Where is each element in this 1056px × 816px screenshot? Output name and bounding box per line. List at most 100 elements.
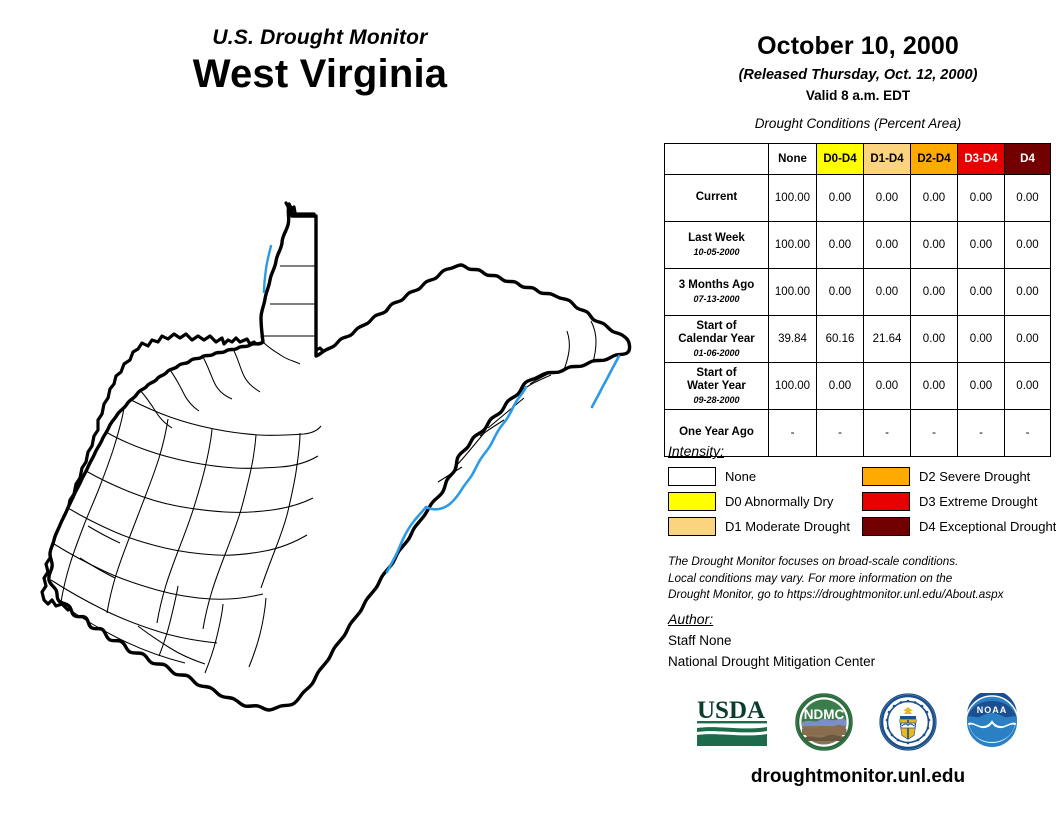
table-row: Last Week 10-05-2000 100.00 0.00 0.00 0.…	[664, 221, 1051, 269]
disclaimer-line-3: Drought Monitor, go to https://droughtmo…	[668, 588, 1004, 602]
release-date: (Released Thursday, Oct. 12, 2000)	[738, 67, 978, 83]
cell-lastweek-d0d4: 0.00	[816, 221, 864, 269]
legend-item-d4: D4 Exceptional Drought	[862, 517, 1056, 536]
cell-calyear-none: 39.84	[768, 315, 817, 363]
cell-lastweek-d1d4: 0.00	[863, 221, 911, 269]
col-header-d4: D4	[1004, 143, 1051, 175]
cell-current-d3d4: 0.00	[957, 174, 1005, 222]
valid-time: Valid 8 a.m. EDT	[805, 88, 911, 103]
drought-conditions-table: None D0-D4 D1-D4 D2-D4 D3-D4 D4 Current …	[664, 143, 1051, 457]
row-label-text: 3 Months Ago	[678, 279, 755, 292]
cell-3months-d1d4: 0.00	[863, 268, 911, 316]
cell-3months-d2d4: 0.00	[910, 268, 958, 316]
cell-oneyear-d4: -	[1004, 409, 1051, 457]
cell-3months-d0d4: 0.00	[816, 268, 864, 316]
row-label-date: 09-28-2000	[693, 394, 740, 405]
legend-item-none: None	[668, 467, 862, 486]
commerce-seal[interactable]	[879, 692, 937, 756]
legend-item-d2: D2 Severe Drought	[862, 467, 1056, 486]
cell-current-d1d4: 0.00	[863, 174, 911, 222]
noaa-logo[interactable]: NOAA	[963, 689, 1021, 756]
legend-item-d1: D1 Moderate Drought	[668, 517, 862, 536]
cell-3months-none: 100.00	[768, 268, 817, 316]
row-label-text: Last Week	[688, 232, 745, 245]
svg-text:NDMC: NDMC	[804, 707, 845, 722]
swatch-d4-icon	[862, 517, 910, 536]
cell-calyear-d3d4: 0.00	[957, 315, 1005, 363]
table-row: 3 Months Ago 07-13-2000 100.00 0.00 0.00…	[664, 268, 1051, 316]
row-label-start-water-year: Start of Water Year 09-28-2000	[664, 362, 769, 410]
disclaimer-text: The Drought Monitor focuses on broad-sca…	[668, 554, 1003, 604]
author-block: Staff None National Drought Mitigation C…	[668, 631, 875, 673]
ndmc-logo[interactable]: NDMC	[795, 692, 853, 756]
map-river-upper	[262, 244, 273, 294]
cell-oneyear-d1d4: -	[863, 409, 911, 457]
cell-current-d0d4: 0.00	[816, 174, 864, 222]
legend-row: D1 Moderate Drought D4 Exceptional Droug…	[668, 514, 1056, 539]
map-state-border	[47, 202, 632, 712]
cell-3months-d3d4: 0.00	[957, 268, 1005, 316]
page-title: West Virginia	[192, 52, 448, 96]
website-url[interactable]: droughtmonitor.unl.edu	[750, 766, 966, 787]
legend-label-d3: D3 Extreme Drought	[919, 494, 1038, 509]
table-caption: Drought Conditions (Percent Area)	[754, 116, 962, 131]
author-organization: National Drought Mitigation Center	[668, 653, 876, 669]
legend-label-none: None	[725, 469, 757, 484]
cell-calyear-d2d4: 0.00	[910, 315, 958, 363]
row-label-start-calendar-year: Start of Calendar Year 01-06-2000	[664, 315, 769, 363]
legend-title: Intensity:	[668, 443, 725, 459]
legend-row: None D2 Severe Drought	[668, 464, 1056, 489]
author-heading: Author:	[668, 611, 714, 627]
cell-wateryear-d4: 0.00	[1004, 362, 1051, 410]
cell-3months-d4: 0.00	[1004, 268, 1051, 316]
row-label-current: Current	[664, 174, 769, 222]
swatch-none-icon	[668, 467, 716, 486]
legend-label-d4: D4 Exceptional Drought	[919, 519, 1056, 534]
table-row: Start of Water Year 09-28-2000 100.00 0.…	[664, 362, 1051, 410]
map-county-lines	[50, 265, 597, 674]
cell-oneyear-none: -	[768, 409, 817, 457]
table-row: Start of Calendar Year 01-06-2000 39.84 …	[664, 315, 1051, 363]
cell-oneyear-d0d4: -	[816, 409, 864, 457]
swatch-d0-icon	[668, 492, 716, 511]
row-label-text: Current	[695, 191, 738, 204]
row-label-text-line2: Calendar Year	[678, 333, 755, 346]
cell-current-d2d4: 0.00	[910, 174, 958, 222]
svg-text:NOAA: NOAA	[977, 705, 1008, 715]
swatch-d2-icon	[862, 467, 910, 486]
cell-lastweek-d3d4: 0.00	[957, 221, 1005, 269]
cell-lastweek-d2d4: 0.00	[910, 221, 958, 269]
row-label-last-week: Last Week 10-05-2000	[664, 221, 769, 269]
cell-calyear-d1d4: 21.64	[863, 315, 911, 363]
row-label-date: 01-06-2000	[693, 347, 740, 358]
svg-text:USDA: USDA	[697, 697, 765, 724]
table-header-row: None D0-D4 D1-D4 D2-D4 D3-D4 D4	[664, 143, 1051, 175]
map-river	[385, 354, 621, 574]
cell-calyear-d4: 0.00	[1004, 315, 1051, 363]
report-date: October 10, 2000	[757, 32, 959, 60]
cell-oneyear-d3d4: -	[957, 409, 1005, 457]
legend-label-d1: D1 Moderate Drought	[725, 519, 851, 534]
swatch-d1-icon	[668, 517, 716, 536]
table-corner-cell	[664, 143, 769, 175]
row-label-text-line1: Start of	[696, 319, 737, 332]
row-label-one-year-ago: One Year Ago	[664, 409, 769, 457]
row-label-text: One Year Ago	[679, 426, 754, 439]
right-panel: October 10, 2000 (Released Thursday, Oct…	[660, 0, 1056, 816]
cell-current-none: 100.00	[768, 174, 817, 222]
intensity-legend: None D2 Severe Drought D0 Abnormally Dry…	[668, 464, 1056, 539]
legend-item-d3: D3 Extreme Drought	[862, 492, 1056, 511]
title-block: U.S. Drought Monitor West Virginia	[0, 26, 640, 97]
col-header-d3d4: D3-D4	[957, 143, 1005, 175]
row-label-date: 10-05-2000	[693, 246, 740, 257]
program-title: U.S. Drought Monitor	[212, 26, 428, 49]
usda-logo[interactable]: USDA	[695, 694, 769, 755]
disclaimer-line-2: Local conditions may vary. For more info…	[668, 571, 953, 585]
cell-wateryear-d1d4: 0.00	[863, 362, 911, 410]
cell-wateryear-d0d4: 0.00	[816, 362, 864, 410]
table-row: Current 100.00 0.00 0.00 0.00 0.00 0.00	[664, 174, 1051, 222]
col-header-d1d4: D1-D4	[863, 143, 911, 175]
cell-lastweek-none: 100.00	[768, 221, 817, 269]
west-virginia-map[interactable]	[18, 186, 648, 726]
